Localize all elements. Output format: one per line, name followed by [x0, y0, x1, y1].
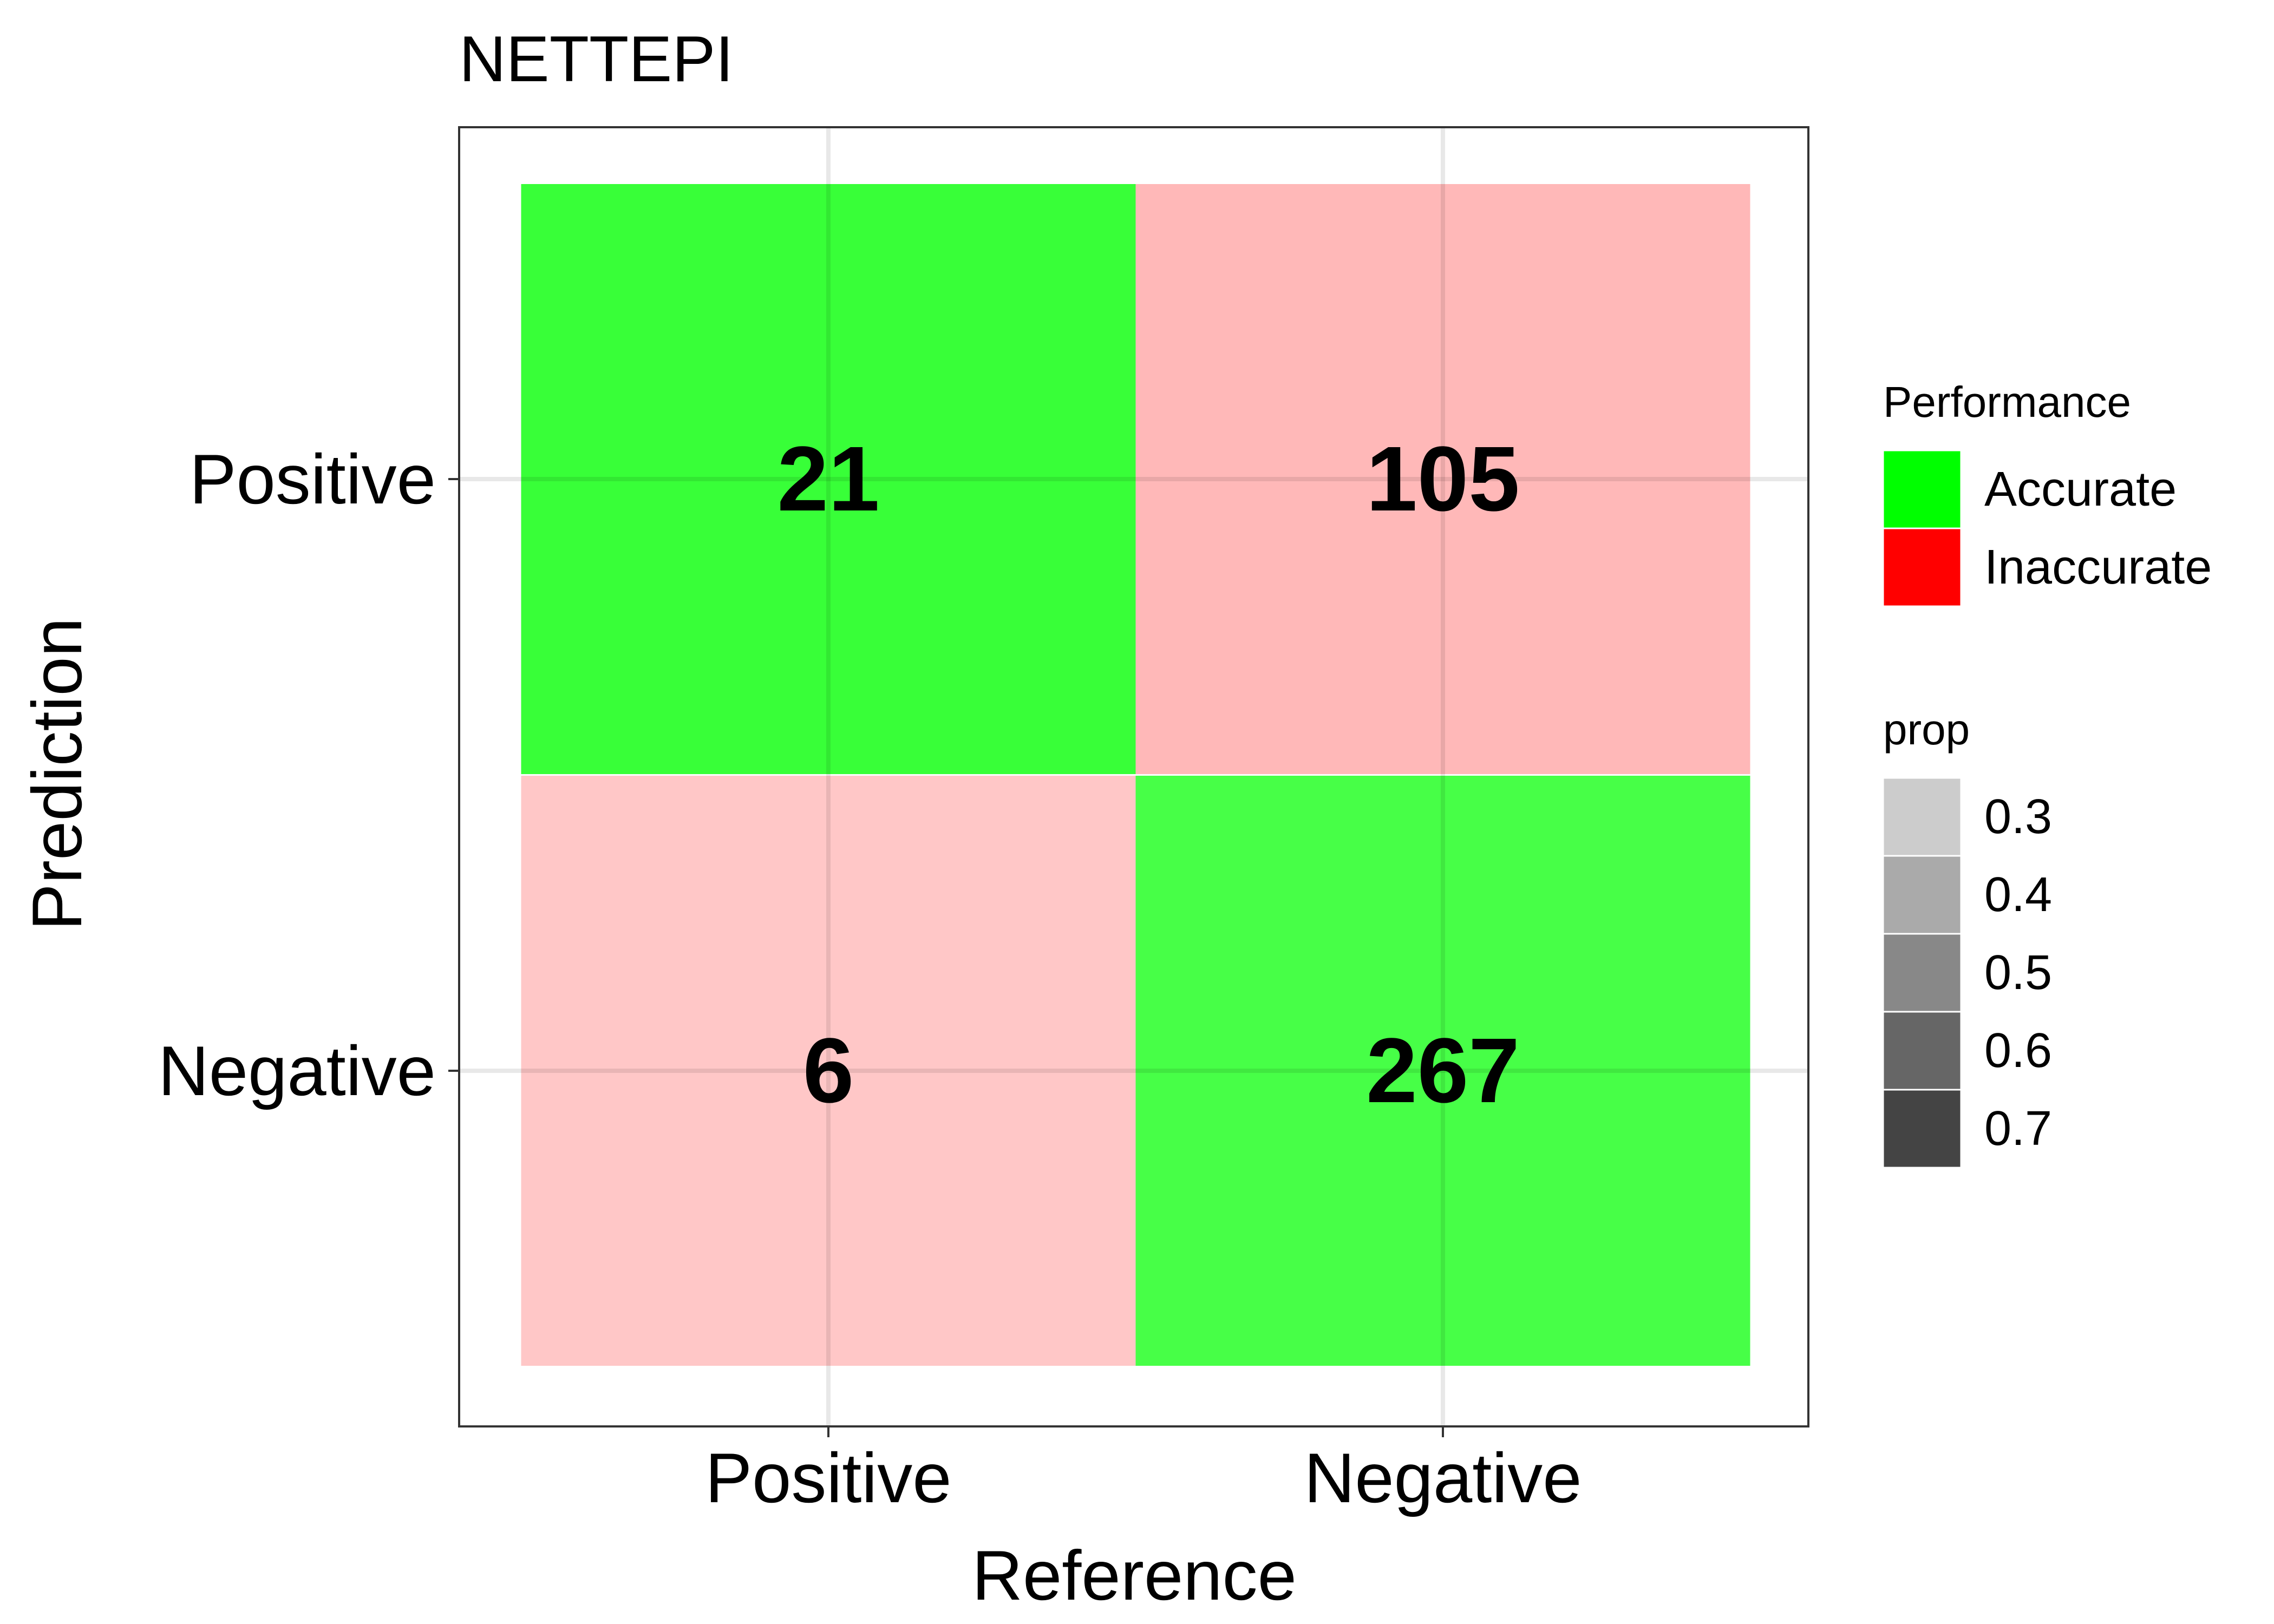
cell-count-negative-positive: 6 [803, 1019, 854, 1122]
tile-negative-positive [521, 776, 1136, 1366]
x-tick-label-negative: Negative [1304, 1438, 1582, 1517]
cell-count-positive-positive: 21 [777, 428, 879, 531]
chart-title: NETTEPI [459, 23, 734, 95]
x-tick-label-positive: Positive [705, 1438, 951, 1517]
y-axis-title: Prediction [17, 618, 96, 931]
legend-label-prop-0-6: 0.6 [1984, 1024, 2052, 1078]
legend-label-prop-0-5: 0.5 [1984, 946, 2052, 1000]
tile-positive-positive [521, 184, 1136, 774]
cell-count-positive-negative: 105 [1366, 428, 1520, 531]
legend-title-performance: Performance [1883, 378, 2131, 426]
tile-positive-negative [1135, 184, 1750, 774]
legend-label-inaccurate: Inaccurate [1984, 540, 2212, 594]
legend-key-prop-0-3 [1882, 777, 1962, 857]
legend-key-prop-0-5 [1882, 933, 1962, 1013]
tile-negative-negative [1135, 776, 1750, 1366]
plot-area: 21 105 6 267 Positive Negative Positive Negativ… [158, 126, 1809, 1517]
legend-label-accurate: Accurate [1984, 462, 2177, 516]
y-tick-label-negative: Negative [158, 1031, 436, 1110]
legend-label-prop-0-4: 0.4 [1984, 868, 2052, 922]
cell-count-negative-negative: 267 [1366, 1019, 1520, 1122]
legend-key-prop-0-7 [1882, 1089, 1962, 1169]
legend-label-prop-0-7: 0.7 [1984, 1102, 2052, 1156]
legend-key-prop-0-4 [1882, 855, 1962, 935]
x-axis-title: Reference [972, 1536, 1297, 1615]
legend-key-prop-0-6 [1882, 1011, 1962, 1091]
legend: Performance Accurate Inaccurate prop 0.3 0.4 0… [1882, 378, 2212, 1169]
legend-key-accurate [1882, 449, 1962, 529]
y-tick-label-positive: Positive [190, 440, 436, 519]
legend-label-prop-0-3: 0.3 [1984, 790, 2052, 844]
legend-key-inaccurate [1882, 527, 1962, 607]
panel-border [458, 126, 1809, 1427]
legend-title-prop: prop [1883, 705, 1970, 754]
